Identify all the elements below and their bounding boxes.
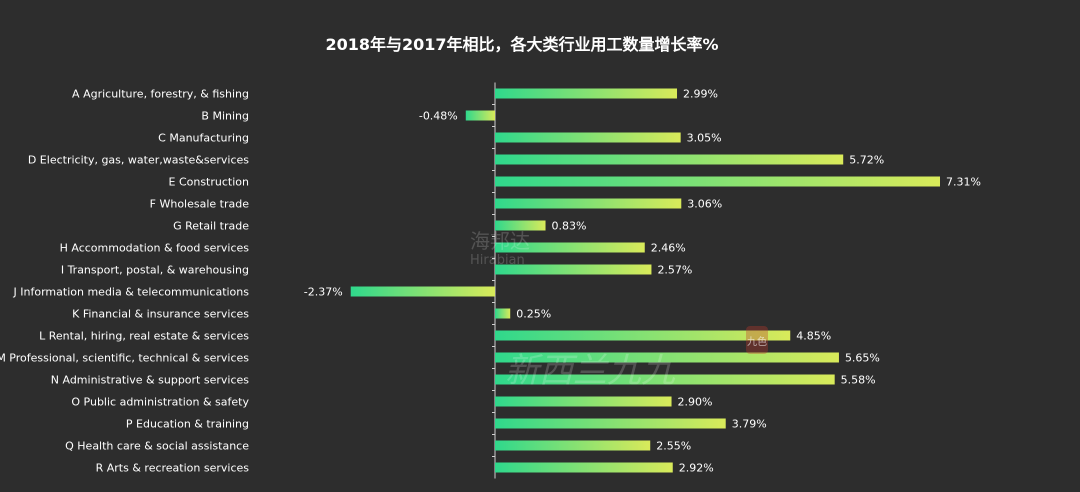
value-label: 2.55% bbox=[656, 440, 691, 453]
bar bbox=[495, 154, 844, 165]
bar bbox=[495, 396, 672, 407]
category-label: C Manufacturing bbox=[158, 132, 249, 145]
chart-title: 2018年与2017年相比，各大类行业用工数量增长率% bbox=[325, 35, 718, 54]
value-label: -0.48% bbox=[419, 110, 458, 123]
category-label: P Education & training bbox=[126, 418, 249, 431]
category-label: K Financial & insurance services bbox=[72, 308, 249, 321]
bar bbox=[495, 308, 511, 319]
value-label: 0.25% bbox=[516, 308, 551, 321]
category-label: E Construction bbox=[169, 176, 250, 189]
bar bbox=[465, 110, 495, 121]
value-label: 5.58% bbox=[841, 374, 876, 387]
category-label: M Professional, scientific, technical & … bbox=[0, 352, 249, 365]
watermark-layer: 海邦达 Hirabian 新西兰九九 九色 bbox=[470, 229, 768, 391]
category-label: H Accommodation & food services bbox=[60, 242, 250, 255]
value-label: 2.90% bbox=[678, 396, 713, 409]
category-label: J Information media & telecommunications bbox=[13, 286, 250, 299]
value-label: 5.72% bbox=[849, 154, 884, 167]
category-label: D Electricity, gas, water,waste&services bbox=[28, 154, 249, 167]
watermark-logo-en: Hirabian bbox=[470, 253, 525, 268]
bar bbox=[495, 242, 645, 253]
bar bbox=[350, 286, 495, 297]
value-label: 4.85% bbox=[796, 330, 831, 343]
category-label: B Mining bbox=[201, 110, 249, 123]
watermark-calligraphy: 新西兰九九 bbox=[505, 351, 676, 391]
value-label: 3.05% bbox=[687, 132, 722, 145]
category-label: Q Health care & social assistance bbox=[65, 440, 249, 453]
bar bbox=[495, 330, 791, 341]
value-label: -2.37% bbox=[304, 286, 343, 299]
value-label: 2.46% bbox=[651, 242, 686, 255]
bar bbox=[495, 352, 839, 363]
value-label: 2.99% bbox=[683, 88, 718, 101]
value-label: 5.65% bbox=[845, 352, 880, 365]
bar bbox=[495, 220, 546, 231]
bar bbox=[495, 418, 726, 429]
category-label: G Retail trade bbox=[173, 220, 249, 233]
bar bbox=[495, 462, 673, 473]
value-label: 3.06% bbox=[687, 198, 722, 211]
category-label: N Administrative & support services bbox=[51, 374, 249, 387]
value-label: 3.79% bbox=[732, 418, 767, 431]
bars-layer: A Agriculture, forestry, & fishing 2.99% B… bbox=[0, 82, 981, 479]
category-label: A Agriculture, forestry, & fishing bbox=[72, 88, 249, 101]
bar bbox=[495, 88, 678, 99]
category-label: O Public administration & safety bbox=[71, 396, 249, 409]
bar bbox=[495, 176, 940, 187]
value-label: 2.92% bbox=[679, 462, 714, 475]
category-label: L Rental, hiring, real estate & services bbox=[39, 330, 249, 343]
value-label: 0.83% bbox=[552, 220, 587, 233]
bar bbox=[495, 132, 681, 143]
value-label: 7.31% bbox=[946, 176, 981, 189]
watermark-seal bbox=[746, 326, 768, 354]
value-label: 2.57% bbox=[657, 264, 692, 277]
bar bbox=[495, 264, 652, 275]
bar bbox=[495, 440, 651, 451]
watermark-seal-text: 九色 bbox=[747, 335, 767, 348]
category-label: F Wholesale trade bbox=[150, 198, 250, 211]
bar bbox=[495, 198, 682, 209]
category-label: R Arts & recreation services bbox=[96, 462, 250, 475]
bar bbox=[495, 374, 835, 385]
category-label: I Transport, postal, & warehousing bbox=[61, 264, 249, 277]
watermark-logo-cn: 海邦达 bbox=[470, 229, 530, 253]
